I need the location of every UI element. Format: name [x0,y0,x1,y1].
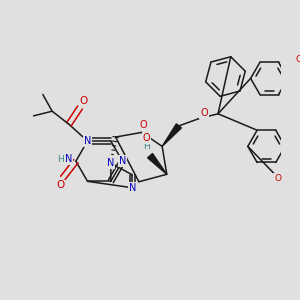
Text: N: N [84,136,91,146]
Text: O: O [296,55,300,64]
Text: N: N [65,154,72,164]
Text: O: O [140,120,147,130]
Text: O: O [142,133,150,143]
Text: O: O [57,180,65,190]
Text: N: N [129,183,136,193]
Text: H: H [143,142,150,151]
Polygon shape [162,124,182,146]
Text: O: O [80,96,88,106]
Polygon shape [148,154,167,174]
Text: N: N [119,156,126,166]
Text: N: N [107,158,115,168]
Text: O: O [200,108,208,118]
Text: O: O [274,173,281,182]
Text: H: H [58,155,64,164]
